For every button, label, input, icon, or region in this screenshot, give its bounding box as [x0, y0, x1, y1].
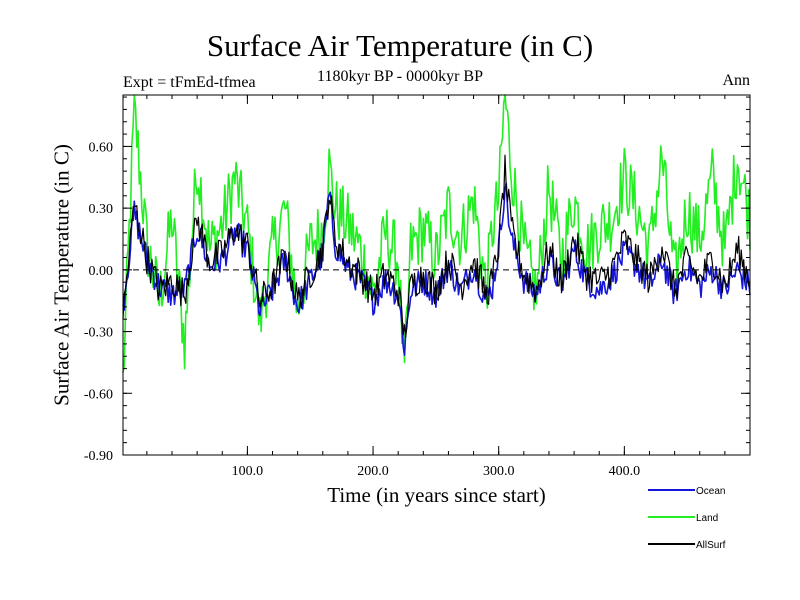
x-axis-label: Time (in years since start): [327, 483, 546, 507]
y-tick-label: 0.30: [89, 202, 114, 217]
x-tick-label: 200.0: [357, 464, 389, 479]
legend: Ocean Land AllSurf: [648, 486, 726, 551]
x-tick-label: 400.0: [609, 464, 641, 479]
y-tick-label: -0.60: [84, 387, 113, 402]
season-label: Ann: [722, 72, 750, 89]
y-tick-label: -0.90: [84, 449, 113, 464]
series-line-land: [122, 94, 751, 373]
x-tick-label: 100.0: [232, 464, 264, 479]
legend-label-land: Land: [696, 513, 718, 524]
plot-frame: [122, 94, 751, 456]
y-tick-label: -0.30: [84, 326, 113, 341]
period-label: 1180kyr BP - 0000kyr BP: [317, 68, 483, 85]
y-tick-label: 0.60: [89, 140, 114, 155]
y-tick-label: 0.00: [89, 264, 114, 279]
series-layer: [122, 94, 751, 373]
series-line-allsurf: [122, 154, 751, 338]
chart-title: Surface Air Temperature (in C): [206, 28, 594, 63]
legend-label-ocean: Ocean: [696, 486, 725, 497]
legend-label-allsurf: AllSurf: [696, 540, 726, 551]
axes-layer: -0.90 -0.60 -0.30 0.00 0.30 0.60 100.0 200.0 300…: [84, 94, 751, 479]
x-tick-label: 300.0: [483, 464, 515, 479]
experiment-label: Expt = tFmEd-tfmea: [123, 74, 256, 91]
